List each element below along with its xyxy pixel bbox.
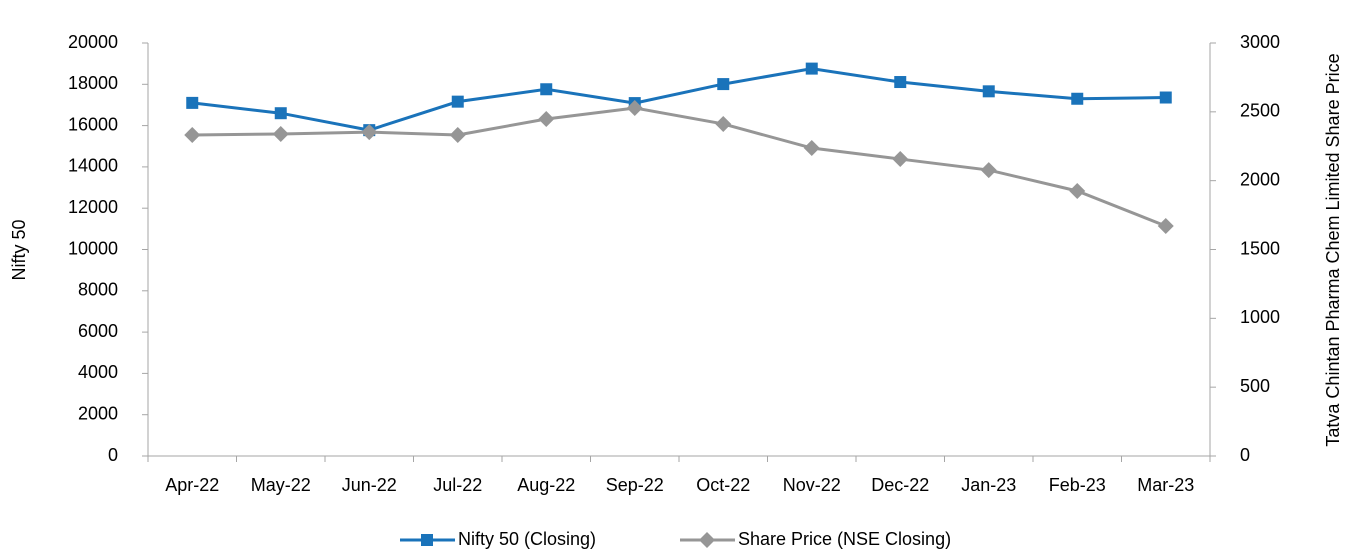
data-point bbox=[805, 62, 818, 75]
x-tick-label: Nov-22 bbox=[783, 475, 841, 495]
y2-tick-label: 2000 bbox=[1240, 169, 1280, 189]
data-point bbox=[274, 107, 287, 120]
data-point bbox=[1069, 182, 1086, 199]
y-tick-label: 10000 bbox=[68, 238, 118, 258]
y-tick-label: 14000 bbox=[68, 156, 118, 176]
x-tick-label: May-22 bbox=[251, 475, 311, 495]
y-tick-label: 18000 bbox=[68, 73, 118, 93]
series-line bbox=[192, 67, 1166, 132]
data-point bbox=[803, 140, 820, 157]
data-point bbox=[184, 126, 201, 143]
y2-tick-label: 500 bbox=[1240, 376, 1270, 396]
y-tick-label: 16000 bbox=[68, 114, 118, 134]
x-tick-label: Jul-22 bbox=[433, 475, 482, 495]
data-point bbox=[1159, 91, 1172, 104]
y2-tick-label: 2500 bbox=[1240, 101, 1280, 121]
data-point bbox=[186, 96, 199, 109]
data-point bbox=[540, 83, 553, 96]
x-tick-label: Mar-23 bbox=[1137, 475, 1194, 495]
y-tick-label: 20000 bbox=[68, 32, 118, 52]
y2-tick-label: 0 bbox=[1240, 445, 1250, 465]
y-tick-label: 6000 bbox=[78, 321, 118, 341]
data-point bbox=[715, 115, 732, 132]
y-tick-label: 4000 bbox=[78, 362, 118, 382]
y-tick-label: 2000 bbox=[78, 403, 118, 423]
x-tick-label: Dec-22 bbox=[871, 475, 929, 495]
legend-marker bbox=[421, 534, 433, 546]
data-point bbox=[1071, 92, 1084, 105]
legend-label: Nifty 50 (Closing) bbox=[458, 529, 596, 549]
x-tick-label: Apr-22 bbox=[165, 475, 219, 495]
x-tick-label: Jan-23 bbox=[961, 475, 1016, 495]
data-point bbox=[449, 126, 466, 143]
x-tick-label: Jun-22 bbox=[342, 475, 397, 495]
data-point bbox=[892, 151, 909, 168]
data-point bbox=[1157, 217, 1174, 234]
y-tick-label: 12000 bbox=[68, 197, 118, 217]
x-tick-label: Aug-22 bbox=[517, 475, 575, 495]
legend-label: Share Price (NSE Closing) bbox=[738, 529, 951, 549]
x-tick-label: Sep-22 bbox=[606, 475, 664, 495]
data-point bbox=[538, 110, 555, 127]
y-axis-label: Nifty 50 bbox=[9, 219, 29, 280]
x-tick-label: Oct-22 bbox=[696, 475, 750, 495]
legend-marker bbox=[699, 532, 715, 548]
data-point bbox=[451, 95, 464, 108]
data-point bbox=[626, 99, 643, 116]
data-point bbox=[272, 125, 289, 142]
y2-tick-label: 1500 bbox=[1240, 238, 1280, 258]
data-point bbox=[980, 162, 997, 179]
data-point bbox=[982, 85, 995, 98]
data-point bbox=[361, 124, 378, 141]
y-tick-label: 8000 bbox=[78, 280, 118, 300]
y2-tick-label: 1000 bbox=[1240, 307, 1280, 327]
y-tick-label: 0 bbox=[108, 445, 118, 465]
data-point bbox=[717, 78, 730, 91]
series-line bbox=[192, 106, 1167, 228]
y2-axis-label: Tatva Chintan Pharma Chem Limited Share … bbox=[1323, 53, 1343, 446]
x-tick-label: Feb-23 bbox=[1049, 475, 1106, 495]
data-point bbox=[894, 76, 907, 89]
y2-tick-label: 3000 bbox=[1240, 32, 1280, 52]
